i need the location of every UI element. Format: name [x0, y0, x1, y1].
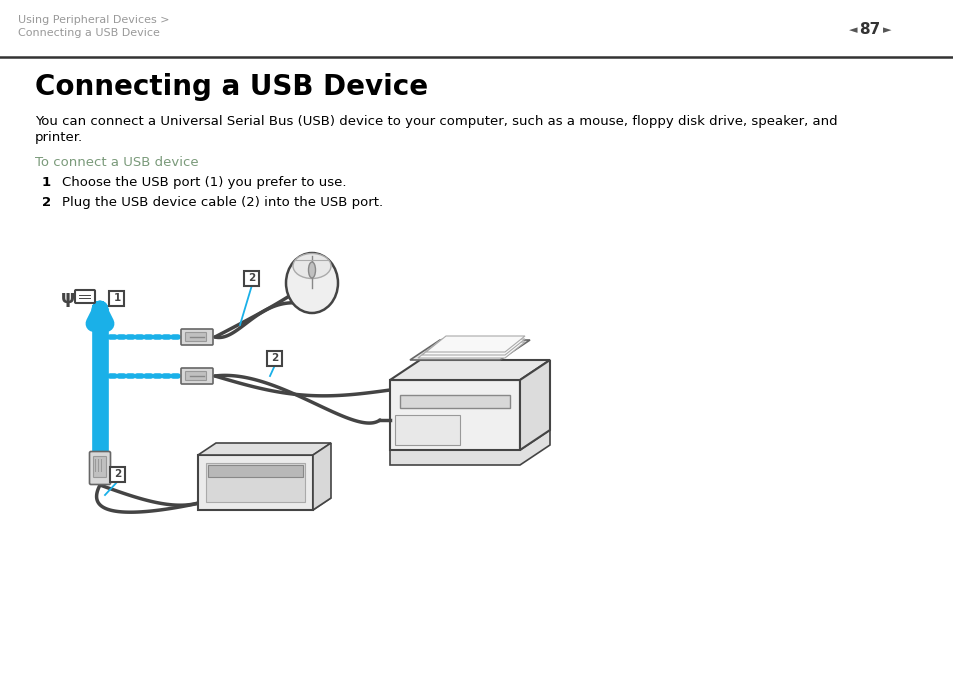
Text: Plug the USB device cable (2) into the USB port.: Plug the USB device cable (2) into the U… — [62, 196, 383, 209]
Text: Choose the USB port (1) you prefer to use.: Choose the USB port (1) you prefer to us… — [62, 176, 346, 189]
Polygon shape — [426, 336, 524, 352]
FancyBboxPatch shape — [244, 270, 259, 286]
Polygon shape — [395, 415, 459, 445]
Text: 1: 1 — [113, 293, 120, 303]
Polygon shape — [208, 465, 303, 477]
FancyBboxPatch shape — [75, 290, 95, 303]
Text: Using Peripheral Devices >: Using Peripheral Devices > — [18, 15, 170, 25]
Polygon shape — [390, 430, 550, 465]
Polygon shape — [390, 360, 550, 380]
Polygon shape — [198, 455, 313, 510]
Polygon shape — [410, 340, 530, 360]
Text: ψ: ψ — [61, 289, 75, 307]
FancyBboxPatch shape — [110, 290, 125, 305]
FancyBboxPatch shape — [267, 350, 282, 365]
Polygon shape — [198, 443, 331, 455]
Text: printer.: printer. — [35, 131, 83, 144]
Text: 87: 87 — [859, 22, 880, 38]
Polygon shape — [417, 342, 524, 358]
Text: To connect a USB device: To connect a USB device — [35, 156, 198, 169]
Text: ►: ► — [882, 25, 890, 35]
FancyBboxPatch shape — [181, 329, 213, 345]
Text: 2: 2 — [248, 273, 255, 283]
Text: Connecting a USB Device: Connecting a USB Device — [18, 28, 160, 38]
FancyBboxPatch shape — [90, 452, 111, 485]
FancyBboxPatch shape — [111, 466, 126, 481]
Text: 2: 2 — [114, 469, 121, 479]
Polygon shape — [206, 463, 305, 502]
Polygon shape — [421, 339, 524, 355]
FancyBboxPatch shape — [185, 371, 206, 381]
Polygon shape — [519, 360, 550, 450]
Polygon shape — [313, 443, 331, 510]
Polygon shape — [399, 395, 510, 408]
Ellipse shape — [286, 253, 337, 313]
Text: You can connect a Universal Serial Bus (USB) device to your computer, such as a : You can connect a Universal Serial Bus (… — [35, 115, 837, 128]
Text: 2: 2 — [271, 353, 278, 363]
Text: 2: 2 — [42, 196, 51, 209]
Ellipse shape — [293, 253, 331, 278]
Polygon shape — [198, 498, 331, 510]
FancyBboxPatch shape — [93, 456, 107, 477]
Ellipse shape — [308, 262, 315, 278]
Text: ◄: ◄ — [848, 25, 857, 35]
Polygon shape — [390, 380, 519, 450]
Text: 1: 1 — [42, 176, 51, 189]
FancyBboxPatch shape — [181, 368, 213, 384]
FancyBboxPatch shape — [185, 332, 206, 342]
Text: Connecting a USB Device: Connecting a USB Device — [35, 73, 428, 101]
